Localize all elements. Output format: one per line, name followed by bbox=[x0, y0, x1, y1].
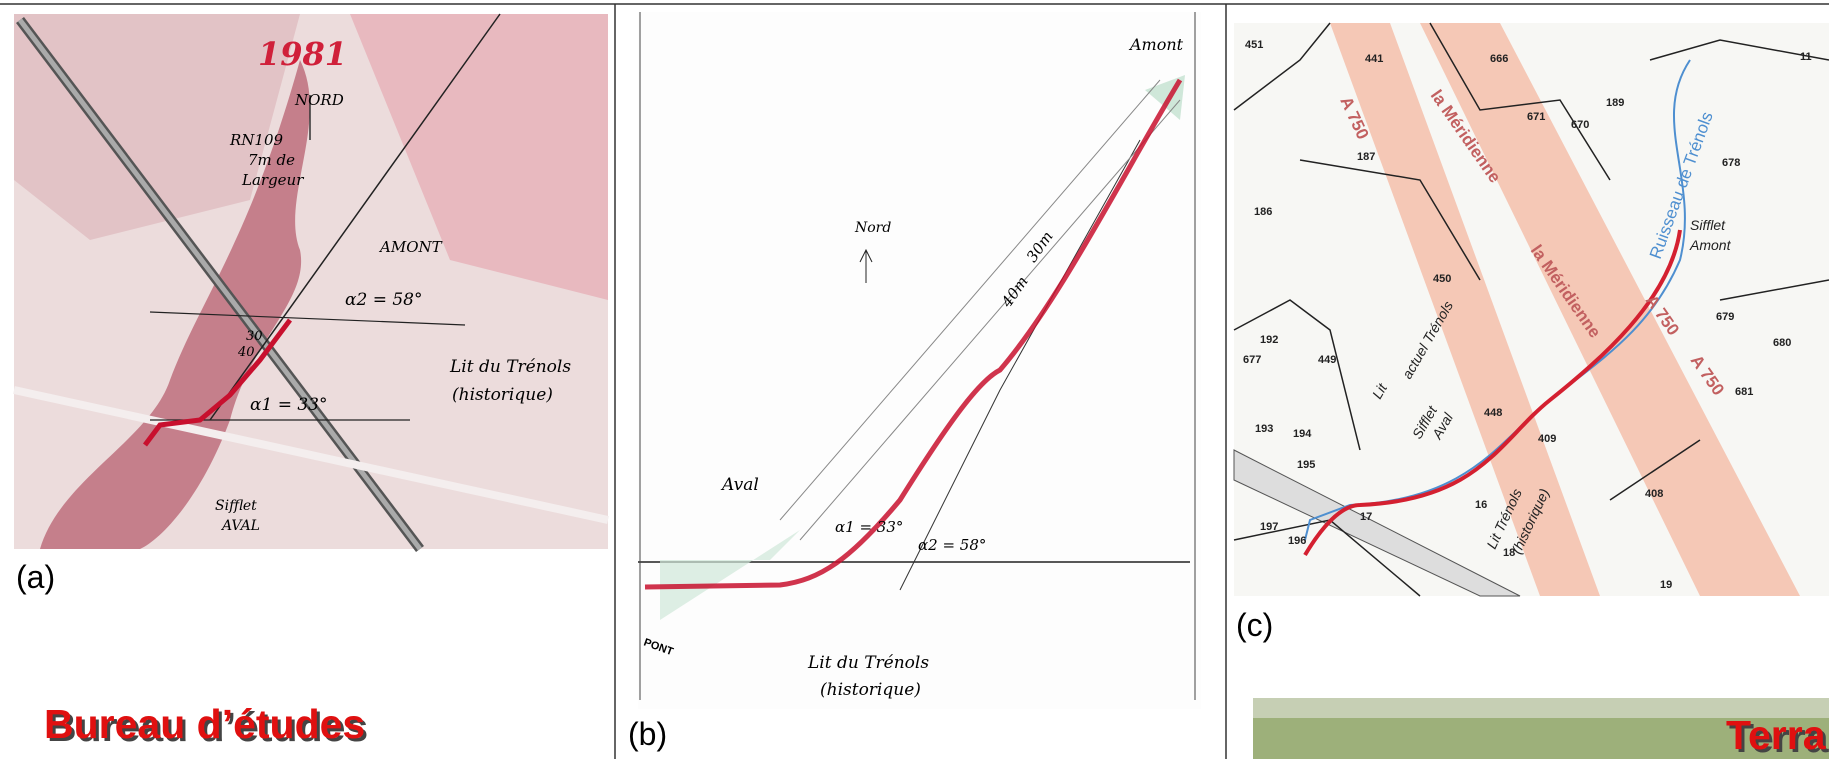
annotation: α1 = 33° bbox=[250, 395, 327, 415]
parcel-number: 197 bbox=[1260, 521, 1278, 533]
annotation: Sifflet bbox=[1690, 217, 1726, 233]
parcel-number: 679 bbox=[1716, 311, 1734, 323]
parcel-number: 194 bbox=[1293, 428, 1312, 440]
parcel-number: 681 bbox=[1735, 386, 1753, 398]
parcel-number: 408 bbox=[1645, 488, 1663, 500]
parcel-number: 670 bbox=[1571, 119, 1589, 131]
annotation: 7m de bbox=[248, 151, 295, 169]
annotation: 40 bbox=[237, 345, 255, 360]
parcel-number: 678 bbox=[1722, 157, 1740, 169]
annotation: AMONT bbox=[378, 238, 443, 256]
annotation: α2 = 58° bbox=[918, 536, 986, 554]
parcel-number: 192 bbox=[1260, 334, 1278, 346]
section-title: Bureau d’études bbox=[44, 701, 365, 747]
slide: 1981 NORD RN109 7m de Largeur AMONT α2 =… bbox=[0, 0, 1829, 759]
parcel-number: 449 bbox=[1318, 354, 1336, 366]
panel-label: (a) bbox=[16, 559, 55, 595]
parcel-number: 677 bbox=[1243, 354, 1261, 366]
annotation: Sifflet bbox=[215, 498, 257, 514]
annotation: Amont bbox=[1128, 35, 1184, 54]
annotation: Lit du Trénols bbox=[449, 357, 571, 377]
parcel-number: 195 bbox=[1297, 459, 1315, 471]
parcel-number: 450 bbox=[1433, 273, 1451, 285]
annotation: Nord bbox=[854, 220, 891, 236]
parcel-number: 189 bbox=[1606, 97, 1624, 109]
annotation: (historique) bbox=[820, 680, 921, 700]
annotation: (historique) bbox=[452, 385, 553, 405]
parcel-number: 680 bbox=[1773, 337, 1791, 349]
parcel-number: 17 bbox=[1360, 511, 1372, 523]
technical-drawing: Amont Nord Aval 40m 30m α1 = 33° α2 = 58… bbox=[638, 12, 1201, 709]
parcel-number: 196 bbox=[1288, 535, 1306, 547]
annotation: 1981 bbox=[258, 35, 347, 73]
annotation: NORD bbox=[294, 91, 344, 109]
annotation: RN109 bbox=[229, 131, 284, 149]
aerial-photo: 1981 NORD RN109 7m de Largeur AMONT α2 =… bbox=[14, 14, 608, 549]
panel-label: (b) bbox=[628, 716, 667, 752]
parcel-number: 16 bbox=[1475, 499, 1487, 511]
parcel-number: 193 bbox=[1255, 423, 1273, 435]
parcel-number: 451 bbox=[1245, 39, 1263, 51]
annotation: Largeur bbox=[241, 171, 304, 189]
parcel-number: 448 bbox=[1484, 407, 1502, 419]
annotation: 30 bbox=[246, 329, 263, 344]
parcel-number: 187 bbox=[1357, 151, 1375, 163]
parcel-number: 671 bbox=[1527, 111, 1545, 123]
parcel-number: 666 bbox=[1490, 53, 1508, 65]
parcel-number: 11 bbox=[1800, 51, 1812, 63]
parcel-number: 18 bbox=[1503, 547, 1515, 559]
annotation: α2 = 58° bbox=[345, 290, 422, 310]
cadastral-map: A 750 la Méridienne la Méridienne A 750 … bbox=[1234, 23, 1829, 596]
annotation: Aval bbox=[720, 475, 759, 495]
page: {"panels": [ {"label": "(a)", "annotatio… bbox=[0, 0, 1829, 759]
annotation: Lit du Trénols bbox=[807, 653, 929, 673]
annotation: α1 = 33° bbox=[835, 518, 903, 536]
annotation: AVAL bbox=[220, 518, 260, 534]
parcel-number: 19 bbox=[1660, 579, 1672, 591]
parcel-number: 441 bbox=[1365, 53, 1383, 65]
section-title: Terra bbox=[1726, 712, 1827, 758]
panel-label: (c) bbox=[1236, 607, 1273, 643]
parcel-number: 186 bbox=[1254, 206, 1272, 218]
annotation: Amont bbox=[1689, 237, 1732, 253]
parcel-number: 409 bbox=[1538, 433, 1556, 445]
